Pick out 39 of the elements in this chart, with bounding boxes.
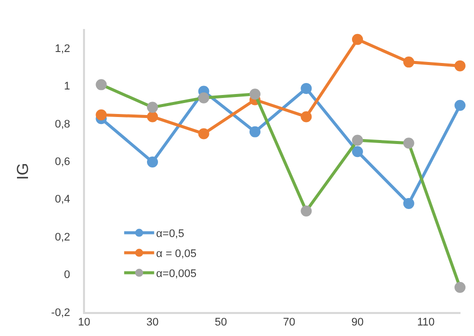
x-tick-label: 70 [283, 316, 296, 328]
legend-label: α = 0,05 [156, 248, 196, 260]
y-tick-label: 0,4 [54, 194, 70, 206]
point [198, 128, 210, 140]
point [146, 111, 158, 122]
point [352, 146, 363, 158]
y-tick-label: -0,2 [51, 306, 70, 319]
point [249, 88, 260, 100]
point [403, 198, 414, 209]
point [454, 60, 466, 72]
legend-label: α=0,5 [156, 228, 184, 240]
point [146, 102, 158, 113]
y-tick-label: 0 [64, 269, 70, 282]
point [300, 205, 312, 216]
y-tick-label: 0,8 [54, 118, 70, 130]
point [352, 134, 363, 146]
x-tick-label: 90 [351, 316, 364, 328]
point [300, 82, 312, 94]
point [352, 34, 363, 45]
y-axis-title: IG [15, 162, 32, 180]
point [146, 156, 158, 168]
y-tick-label: 0,6 [54, 156, 70, 168]
point [454, 100, 466, 111]
y-tick-label: 1 [64, 80, 70, 93]
point [454, 282, 466, 293]
point [403, 56, 414, 68]
y-tick-label: 0,2 [54, 231, 70, 244]
x-tick-label: 30 [146, 316, 159, 328]
legend-label: α=0,005 [156, 268, 196, 280]
point [300, 111, 312, 122]
y-tick-label: 1,2 [54, 42, 70, 55]
x-tick-label: 10 [78, 316, 90, 328]
point [403, 138, 414, 149]
point [96, 109, 107, 120]
point [198, 92, 210, 104]
x-tick-label: 50 [214, 316, 227, 328]
point [249, 126, 260, 138]
x-tick-label: 110 [417, 316, 435, 328]
point [96, 79, 107, 90]
